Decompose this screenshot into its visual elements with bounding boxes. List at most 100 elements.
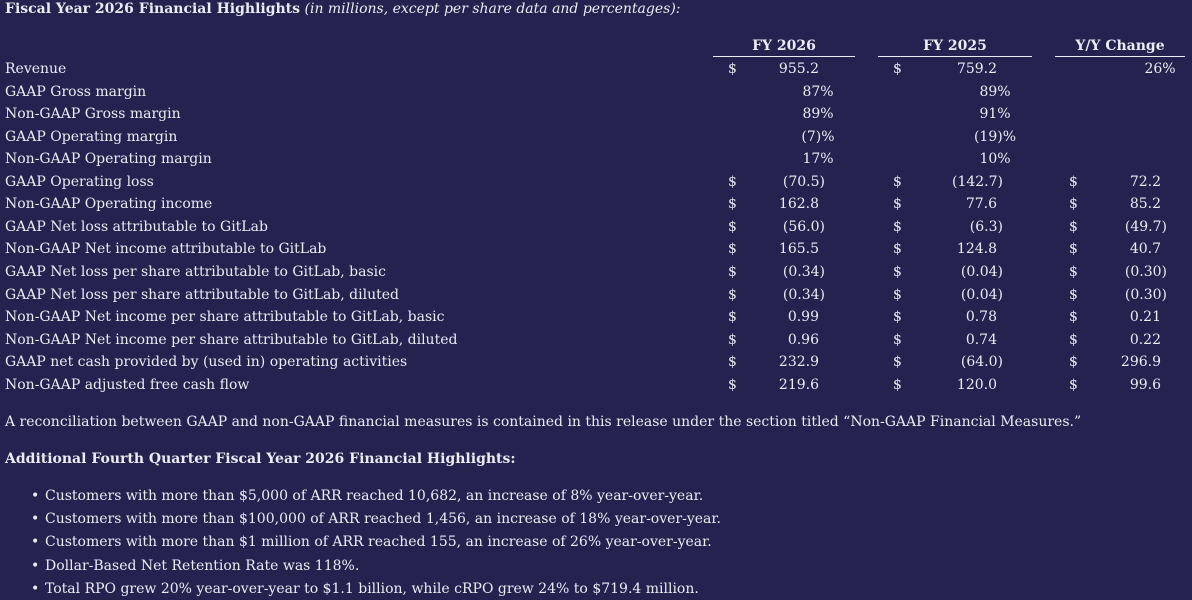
currency: $: [728, 218, 737, 235]
bullet-dot: •: [31, 557, 40, 574]
row-label: Non-GAAP Net income per share attributab…: [5, 309, 445, 326]
row-label: Non-GAAP Net income attributable to GitL…: [5, 241, 327, 258]
cell-value: 165.5: [778, 241, 819, 258]
currency: $: [1069, 263, 1078, 280]
bullet-text: Customers with more than $5,000 of ARR r…: [45, 488, 704, 504]
cell-value: 232.9: [778, 354, 819, 371]
cell-value: 0.74: [965, 331, 997, 348]
bullet-text: Customers with more than $1 million of A…: [45, 534, 712, 551]
currency: $: [1069, 218, 1078, 235]
currency: $: [893, 61, 902, 77]
currency: $: [728, 354, 737, 371]
cell-value: (19)%: [973, 128, 1017, 145]
subtitle: (in millions, except per share data and …: [304, 1, 681, 17]
cell-value: (6.3): [969, 218, 1003, 235]
currency: $: [893, 241, 902, 258]
currency: $: [893, 196, 902, 213]
cell-value: (0.34): [782, 286, 825, 303]
cell-value: (7)%: [801, 128, 835, 145]
currency: $: [728, 286, 737, 303]
currency: $: [728, 309, 737, 326]
cell-value: (142.7): [951, 173, 1003, 190]
row-label: Non-GAAP Net income per share attributab…: [5, 331, 458, 348]
row-label: Non-GAAP adjusted free cash flow: [5, 376, 250, 393]
title-line: Fiscal Year 2026 Financial Highlights (i…: [5, 0, 681, 18]
cell-value: 124.8: [956, 241, 997, 258]
cell-value: 0.22: [1129, 331, 1161, 348]
cell-value: (0.30): [1124, 263, 1167, 280]
currency: $: [893, 263, 902, 280]
currency: $: [893, 286, 902, 303]
cell-value: 72.2: [1129, 173, 1161, 190]
row-label: Non-GAAP Operating margin: [5, 151, 212, 168]
cell-value: 40.7: [1129, 241, 1161, 258]
row-label: Non-GAAP Operating income: [5, 196, 213, 213]
cell-value: 10%: [979, 151, 1011, 168]
cell-value: 120.0: [956, 376, 997, 393]
cell-value: 99.6: [1129, 376, 1161, 393]
currency: $: [1069, 241, 1078, 258]
row-label: GAAP Net loss per share attributable to …: [5, 263, 386, 280]
bullet-dot: •: [31, 488, 40, 504]
currency: $: [893, 309, 902, 326]
cell-value: 77.6: [965, 196, 997, 213]
bullet-text: Dollar-Based Net Retention Rate was 118%…: [45, 557, 360, 574]
bullet-text: Customers with more than $100,000 of ARR…: [45, 511, 721, 528]
currency: $: [728, 263, 737, 280]
cell-value: (0.34): [782, 263, 825, 280]
cell-value: 85.2: [1129, 196, 1161, 213]
cell-value: (70.5): [782, 173, 825, 190]
currency: $: [728, 196, 737, 213]
cell-value: (49.7): [1124, 218, 1167, 235]
cell-value: 0.78: [965, 309, 997, 326]
cell-value: (0.04): [960, 263, 1003, 280]
row-label: Non-GAAP Gross margin: [5, 106, 181, 123]
cell-value: 87%: [802, 83, 834, 100]
row-label: Revenue: [5, 61, 67, 77]
currency: $: [1069, 173, 1078, 190]
currency: $: [1069, 309, 1078, 326]
row-label: GAAP Operating margin: [5, 128, 178, 145]
currency: $: [893, 331, 902, 348]
row-label: GAAP Net loss attributable to GitLab: [5, 218, 268, 235]
cell-value: (64.0): [960, 354, 1003, 371]
currency: $: [1069, 331, 1078, 348]
cell-value: 759.2: [956, 61, 997, 77]
currency: $: [728, 331, 737, 348]
cell-value: 219.6: [778, 376, 819, 393]
cell-value: 91%: [979, 106, 1011, 123]
currency: $: [893, 354, 902, 371]
bullet-text: Total RPO grew 20% year-over-year to $1.…: [45, 580, 699, 597]
cell-value: 26%: [1144, 61, 1176, 77]
currency: $: [1069, 354, 1078, 371]
currency: $: [1069, 196, 1078, 213]
currency: $: [893, 376, 902, 393]
column-header: Y/Y Change: [1055, 37, 1185, 57]
currency: $: [728, 241, 737, 258]
section-title: Additional Fourth Quarter Fiscal Year 20…: [5, 451, 516, 467]
cell-value: 0.21: [1129, 309, 1161, 326]
row-label: GAAP Operating loss: [5, 173, 154, 190]
currency: $: [728, 173, 737, 190]
cell-value: 0.99: [787, 309, 819, 326]
currency: $: [893, 218, 902, 235]
cell-value: 955.2: [778, 61, 819, 77]
cell-value: 89%: [802, 106, 834, 123]
currency: $: [728, 376, 737, 393]
column-header: FY 2025: [878, 37, 1032, 57]
cell-value: 17%: [802, 151, 834, 168]
currency: $: [893, 173, 902, 190]
title: Fiscal Year 2026 Financial Highlights: [5, 1, 301, 17]
note: A reconciliation between GAAP and non-GA…: [5, 414, 1082, 430]
cell-value: (0.04): [960, 286, 1003, 303]
cell-value: (56.0): [782, 218, 825, 235]
currency: $: [1069, 286, 1078, 303]
column-header: FY 2026: [713, 37, 855, 57]
bullet-dot: •: [31, 511, 40, 528]
currency: $: [728, 61, 737, 77]
row-label: GAAP Gross margin: [5, 83, 147, 100]
cell-value: (0.30): [1124, 286, 1167, 303]
currency: $: [1069, 376, 1078, 393]
cell-value: 89%: [979, 83, 1011, 100]
